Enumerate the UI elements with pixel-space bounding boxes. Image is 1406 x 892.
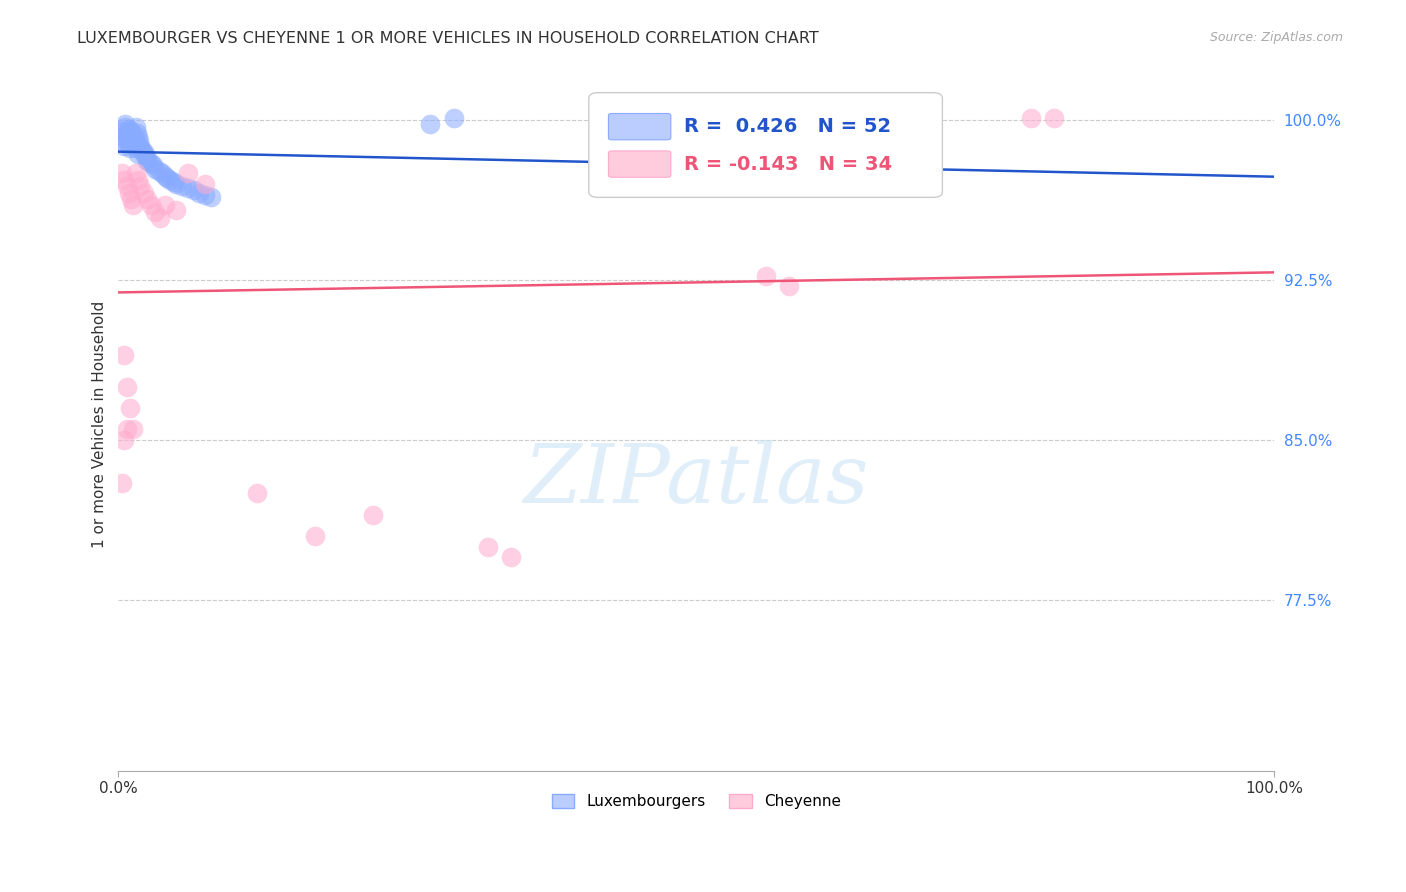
Point: [115, 422, 138, 436]
Text: R = -0.143   N = 34: R = -0.143 N = 34: [683, 154, 891, 174]
Point: [194, 177, 217, 191]
Point: [112, 135, 135, 149]
Point: [124, 135, 146, 149]
Point: [129, 138, 152, 153]
Point: [153, 169, 176, 183]
Point: [118, 141, 141, 155]
Point: [149, 211, 172, 226]
Point: [125, 166, 148, 180]
Point: [124, 136, 146, 151]
Point: [115, 380, 138, 394]
Point: [128, 141, 150, 155]
Point: [194, 187, 217, 202]
Point: [477, 540, 499, 554]
Text: LUXEMBOURGER VS CHEYENNE 1 OR MORE VEHICLES IN HOUSEHOLD CORRELATION CHART: LUXEMBOURGER VS CHEYENNE 1 OR MORE VEHIC…: [77, 31, 820, 46]
Point: [111, 475, 134, 490]
Point: [163, 175, 186, 189]
Point: [122, 132, 145, 146]
Point: [153, 198, 176, 212]
Point: [114, 120, 136, 134]
Point: [170, 179, 193, 194]
Point: [177, 181, 200, 195]
Point: [115, 126, 138, 140]
Point: [111, 166, 134, 180]
Point: [135, 149, 157, 163]
Legend: Luxembourgers, Cheyenne: Luxembourgers, Cheyenne: [546, 788, 846, 815]
Point: [120, 124, 142, 138]
Point: [121, 128, 143, 142]
Point: [177, 166, 200, 180]
Point: [127, 147, 149, 161]
Y-axis label: 1 or more Vehicles in Household: 1 or more Vehicles in Household: [93, 301, 107, 548]
Point: [443, 111, 465, 125]
Point: [148, 164, 170, 178]
Point: [129, 179, 152, 194]
Point: [120, 192, 142, 206]
Point: [1021, 111, 1043, 125]
Point: [111, 130, 134, 145]
Point: [117, 132, 139, 146]
Point: [122, 422, 145, 436]
Point: [110, 124, 132, 138]
Point: [125, 120, 148, 134]
Point: [156, 170, 179, 185]
Point: [142, 158, 165, 172]
Point: [145, 162, 167, 177]
Point: [122, 135, 145, 149]
Point: [115, 179, 138, 194]
Point: [132, 147, 155, 161]
Point: [128, 135, 150, 149]
Point: [145, 204, 167, 219]
Point: [118, 121, 141, 136]
Point: [120, 128, 142, 142]
Point: [200, 190, 222, 204]
Point: [165, 202, 187, 217]
Point: [246, 486, 269, 500]
Point: [117, 124, 139, 138]
Point: [112, 433, 135, 447]
Point: [188, 186, 211, 200]
FancyBboxPatch shape: [609, 113, 671, 140]
Text: Source: ZipAtlas.com: Source: ZipAtlas.com: [1209, 31, 1343, 45]
Text: R =  0.426   N = 52: R = 0.426 N = 52: [683, 117, 890, 136]
Point: [778, 279, 800, 293]
Point: [112, 348, 135, 362]
Point: [132, 186, 155, 200]
Point: [112, 173, 135, 187]
Point: [112, 138, 135, 153]
Point: [127, 173, 149, 187]
FancyBboxPatch shape: [609, 151, 671, 178]
Point: [118, 136, 141, 151]
Point: [165, 177, 187, 191]
Point: [118, 128, 141, 142]
Point: [501, 550, 523, 565]
Point: [125, 141, 148, 155]
Point: [136, 192, 159, 206]
Point: [139, 155, 162, 169]
Point: [125, 126, 148, 140]
FancyBboxPatch shape: [589, 93, 942, 197]
Point: [419, 117, 441, 131]
Point: [1043, 111, 1066, 125]
Point: [131, 143, 153, 157]
Point: [132, 145, 155, 160]
Point: [122, 198, 145, 212]
Point: [136, 153, 159, 168]
Point: [361, 508, 384, 522]
Point: [139, 198, 162, 212]
Point: [755, 268, 778, 283]
Point: [118, 186, 141, 200]
Text: ZIPatlas: ZIPatlas: [523, 440, 869, 519]
Point: [114, 117, 136, 131]
Point: [118, 401, 141, 415]
Point: [127, 130, 149, 145]
Point: [138, 153, 160, 168]
Point: [183, 184, 205, 198]
Point: [159, 173, 181, 187]
Point: [304, 529, 326, 543]
Point: [150, 166, 173, 180]
